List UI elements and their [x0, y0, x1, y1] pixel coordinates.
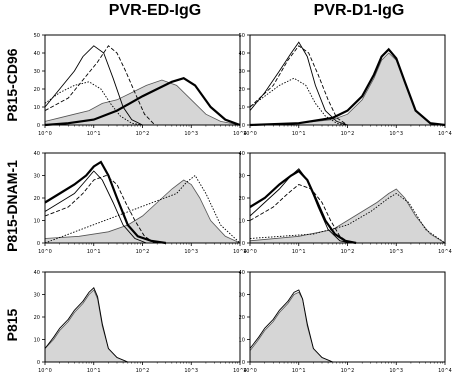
- histogram-filled-5-0: [249, 291, 333, 363]
- histogram-filled-0-0: [44, 79, 241, 126]
- histogram-line-thick-2-0: [44, 160, 166, 245]
- histogram-line-thin-4-0: [44, 287, 128, 363]
- histogram-line-thin-0-1: [44, 45, 143, 126]
- histogram-line-dashed-0-2: [44, 45, 156, 126]
- histogram-filled-1-0: [249, 52, 446, 126]
- histogram-line-dotted-2-3: [44, 174, 241, 244]
- y-tick-label: 20: [239, 87, 245, 93]
- y-tick-label: 20: [239, 196, 245, 202]
- x-tick-label: 10^3: [184, 368, 198, 374]
- x-tick-label: 10^2: [341, 368, 355, 374]
- x-tick-label: 10^2: [136, 131, 150, 137]
- x-tick-label: 10^4: [438, 131, 452, 137]
- y-tick-label: 0: [37, 360, 40, 366]
- y-tick-label: 0: [242, 241, 245, 247]
- histogram-line-thin-1-1: [249, 41, 348, 126]
- x-tick-label: 10^0: [243, 368, 257, 374]
- histogram-filled-2-0: [44, 179, 241, 244]
- histogram-filled-3-0: [249, 188, 447, 244]
- x-tick-label: 10^3: [184, 249, 198, 255]
- histogram-line-dashed-2-2: [44, 174, 156, 244]
- histogram-line-thin-3-1: [249, 168, 352, 244]
- y-tick-label: 30: [34, 174, 40, 180]
- column-title-pvr-d1-igg: PVR-D1-IgG: [313, 2, 405, 19]
- y-tick-label: 50: [34, 33, 40, 39]
- x-tick-label: 10^0: [38, 131, 52, 137]
- y-tick-label: 10: [34, 105, 40, 111]
- y-tick-label: 40: [34, 51, 40, 57]
- y-tick-label: 10: [239, 105, 245, 111]
- y-tick-label: 30: [239, 293, 245, 299]
- x-tick-label: 10^0: [243, 249, 257, 255]
- x-tick-label: 10^2: [136, 249, 150, 255]
- y-tick-label: 0: [37, 123, 40, 129]
- x-tick-label: 10^0: [38, 368, 52, 374]
- y-tick-label: 20: [34, 196, 40, 202]
- histogram-line-dotted-3-3: [249, 192, 446, 244]
- x-tick-label: 10^1: [292, 368, 306, 374]
- x-tick-label: 10^3: [184, 131, 198, 137]
- x-tick-label: 10^1: [87, 131, 101, 137]
- histogram-line-dotted-0-3: [44, 81, 143, 126]
- y-tick-label: 10: [34, 338, 40, 344]
- y-tick-label: 40: [34, 151, 40, 157]
- histogram-line-thin-2-1: [44, 170, 147, 244]
- x-tick-label: 10^0: [38, 249, 52, 255]
- y-tick-label: 0: [242, 123, 245, 129]
- histogram-filled-4-0: [44, 289, 128, 363]
- x-tick-label: 10^3: [389, 131, 403, 137]
- y-tick-label: 30: [34, 293, 40, 299]
- y-tick-label: 40: [239, 270, 245, 276]
- y-tick-label: 30: [239, 69, 245, 75]
- y-tick-label: 0: [37, 241, 40, 247]
- x-tick-label: 10^1: [87, 249, 101, 255]
- histogram-line-dashed-3-2: [249, 183, 350, 244]
- y-tick-label: 30: [34, 69, 40, 75]
- x-tick-label: 10^0: [243, 131, 257, 137]
- histogram-line-dashed-1-2: [249, 45, 348, 126]
- x-tick-label: 10^4: [438, 368, 452, 374]
- x-tick-label: 10^1: [292, 249, 306, 255]
- column-title-pvr-ed-igg: PVR-ED-IgG: [108, 2, 202, 19]
- x-tick-label: 10^2: [341, 249, 355, 255]
- y-tick-label: 10: [239, 219, 245, 225]
- y-tick-label: 10: [34, 219, 40, 225]
- y-tick-label: 50: [239, 33, 245, 39]
- x-tick-label: 10^1: [87, 368, 101, 374]
- y-tick-label: 20: [34, 315, 40, 321]
- x-tick-label: 10^4: [233, 131, 247, 137]
- x-tick-label: 10^2: [341, 131, 355, 137]
- y-tick-label: 0: [242, 360, 245, 366]
- y-tick-label: 40: [239, 51, 245, 57]
- y-tick-label: 40: [34, 270, 40, 276]
- y-tick-label: 20: [239, 315, 245, 321]
- y-tick-label: 20: [34, 87, 40, 93]
- x-tick-label: 10^4: [233, 368, 247, 374]
- x-tick-label: 10^4: [438, 249, 452, 255]
- histogram-line-dotted-1-3: [249, 77, 348, 126]
- y-tick-label: 10: [239, 338, 245, 344]
- x-tick-label: 10^4: [233, 249, 247, 255]
- histogram-figure: PVR-ED-IgG PVR-D1-IgG P815-CD96 P815-DNA…: [4, 2, 452, 374]
- x-tick-label: 10^3: [389, 368, 403, 374]
- y-tick-label: 30: [239, 174, 245, 180]
- x-tick-label: 10^2: [136, 368, 150, 374]
- histogram-line-thick-0-0: [44, 77, 241, 127]
- y-tick-label: 40: [239, 151, 245, 157]
- histogram-line-thin-5-0: [249, 289, 333, 363]
- histogram-panels: 10^0 10^1 10^2 10^3 10^4 0 10 20 30 40 50 10^0 10^1 1…: [34, 33, 452, 374]
- x-tick-label: 10^1: [292, 131, 306, 137]
- x-tick-label: 10^3: [389, 249, 403, 255]
